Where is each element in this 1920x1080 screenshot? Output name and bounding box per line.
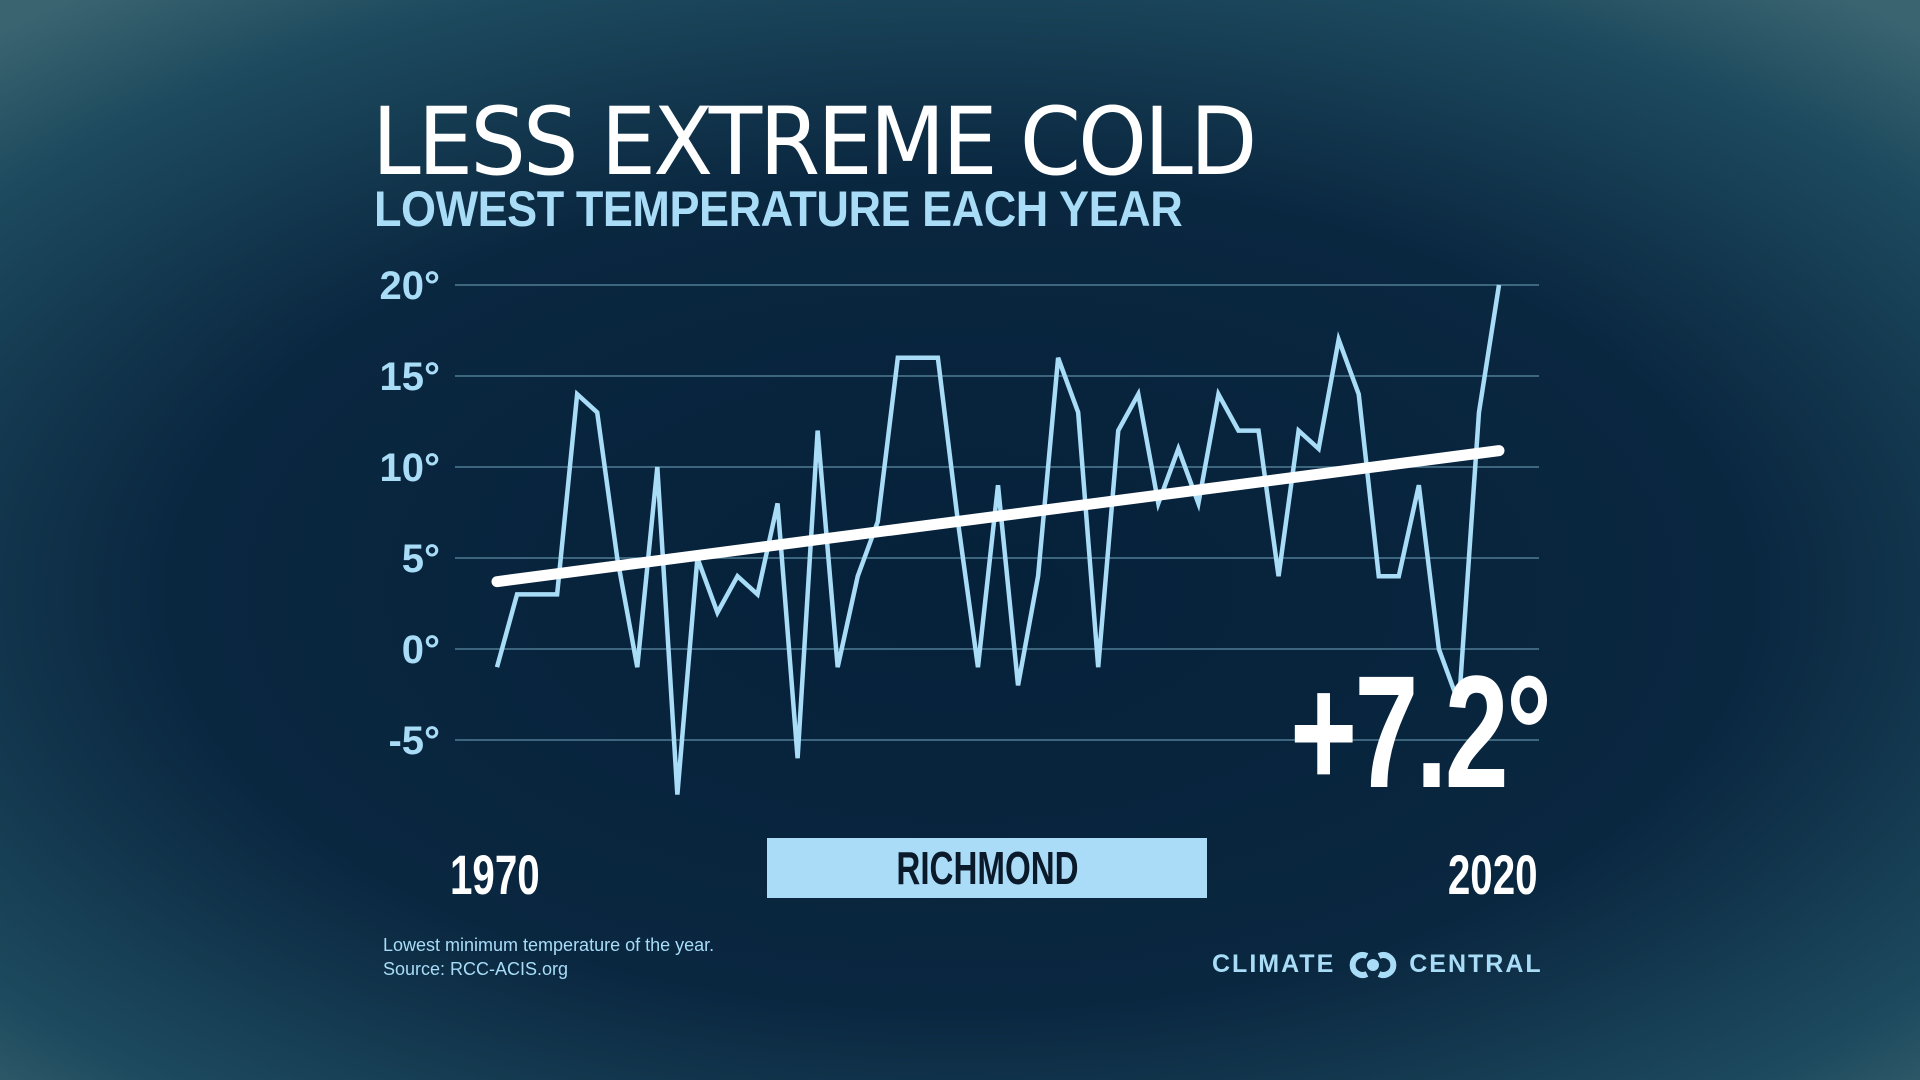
page-title: LESS EXTREME COLD [372, 88, 1257, 197]
temperature-series-line [494, 284, 1502, 795]
page-subtitle: LOWEST TEMPERATURE EACH YEAR [374, 181, 1183, 237]
footnote-description: Lowest minimum temperature of the year. [383, 935, 715, 955]
trend-line [491, 445, 1505, 588]
y-tick-label: 5° [402, 537, 440, 581]
y-tick-label: 15° [380, 355, 441, 399]
location-label: RICHMOND [895, 842, 1079, 894]
logo-text-right: CENTRAL [1409, 950, 1543, 978]
y-tick-label: 10° [380, 446, 441, 490]
x-start-label: 1970 [450, 843, 540, 906]
x-end-label: 2020 [1448, 843, 1538, 906]
climate-central-logo: CLIMATE CENTRAL [1212, 950, 1543, 979]
logo-rings-icon [1349, 951, 1397, 978]
logo-text-left: CLIMATE [1212, 950, 1336, 978]
y-tick-label: -5° [388, 719, 440, 763]
y-tick-label: 20° [380, 264, 441, 308]
change-annotation: +7.2° [1290, 642, 1552, 821]
footnote-source: Source: RCC-ACIS.org [383, 959, 569, 979]
y-tick-label: 0° [402, 628, 440, 672]
location-label-box: RICHMOND [767, 838, 1207, 898]
footnote: Lowest minimum temperature of the year. … [383, 933, 714, 981]
